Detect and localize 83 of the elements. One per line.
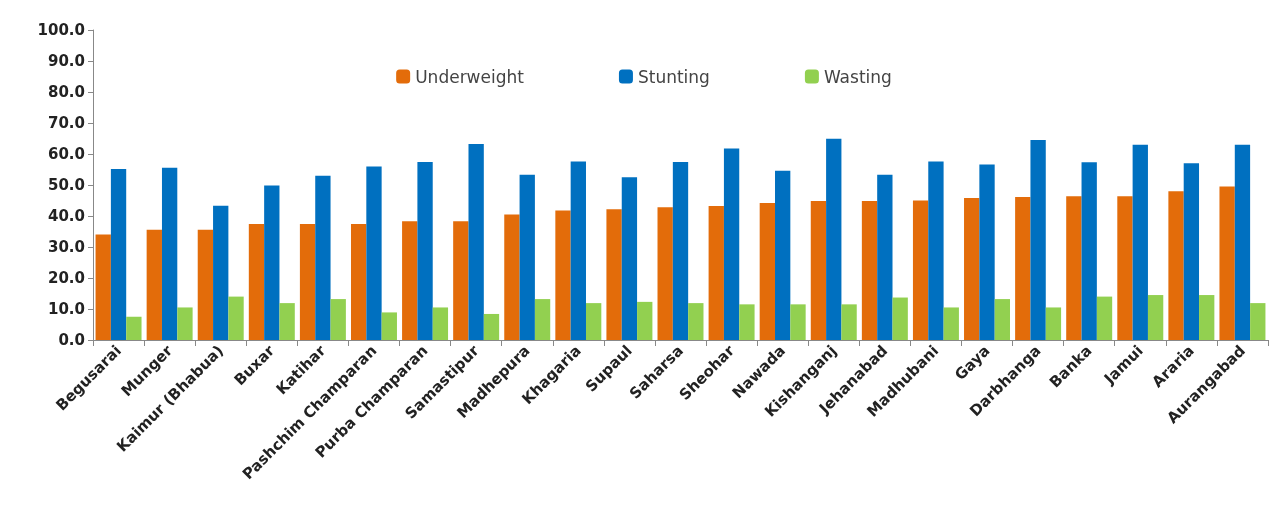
bar — [621, 177, 638, 340]
bar — [350, 224, 367, 340]
bar — [739, 304, 755, 340]
bar — [708, 206, 724, 340]
bar — [1219, 186, 1235, 340]
bar — [1081, 162, 1097, 340]
bar — [861, 201, 878, 340]
bar — [775, 170, 791, 340]
bar — [826, 138, 842, 340]
bar — [672, 162, 689, 340]
bar — [979, 164, 995, 340]
bar — [110, 168, 127, 340]
bar — [126, 316, 142, 340]
bar — [1015, 197, 1031, 340]
bar — [570, 161, 586, 340]
y-tick-label: 100.0 — [37, 21, 85, 39]
y-tick-label: 40.0 — [47, 207, 85, 225]
bar — [877, 174, 893, 340]
bar — [228, 296, 244, 340]
bar — [1096, 296, 1113, 340]
y-tick-label: 60.0 — [47, 145, 85, 163]
bar — [1199, 295, 1215, 340]
bar — [1117, 196, 1133, 340]
bar — [264, 185, 280, 340]
y-tick-label: 10.0 — [47, 300, 85, 318]
bar — [161, 167, 178, 340]
bar — [841, 304, 857, 340]
bar — [248, 224, 265, 340]
bar — [657, 207, 673, 340]
y-tick-label: 50.0 — [47, 176, 85, 194]
bar — [1066, 196, 1082, 340]
bar — [943, 307, 959, 340]
y-tick-label: 80.0 — [47, 83, 85, 101]
bar — [95, 234, 111, 340]
bar — [555, 210, 571, 340]
legend-label: Wasting — [823, 66, 892, 87]
bar — [810, 201, 827, 340]
bar — [402, 221, 418, 340]
bar — [299, 224, 316, 340]
y-tick-label: 30.0 — [47, 238, 85, 256]
bar — [606, 209, 622, 340]
bar — [1045, 307, 1062, 340]
y-tick-label: 90.0 — [47, 52, 85, 70]
bar — [381, 312, 397, 340]
bar — [432, 307, 449, 340]
bar — [177, 307, 193, 340]
bar — [279, 303, 295, 340]
bar — [417, 162, 433, 340]
bar — [964, 198, 980, 340]
y-tick-label: 0.0 — [58, 331, 85, 349]
y-tick-label: 20.0 — [47, 269, 85, 287]
bar — [1168, 191, 1184, 340]
bar — [994, 299, 1011, 340]
bar — [637, 301, 653, 340]
bar — [928, 161, 944, 340]
bar — [483, 313, 500, 340]
bar — [1234, 144, 1251, 340]
bar — [892, 297, 908, 340]
bar — [197, 229, 214, 340]
bar — [534, 299, 551, 340]
bar — [519, 174, 535, 340]
bar — [912, 200, 929, 340]
bar — [688, 303, 704, 340]
bar — [1250, 303, 1266, 340]
bar — [453, 221, 469, 340]
bar — [585, 303, 602, 340]
bar — [146, 229, 162, 340]
bar — [1132, 144, 1148, 340]
bar — [315, 175, 331, 340]
bar — [366, 166, 382, 340]
legend-label: Stunting — [637, 66, 710, 87]
bar — [1030, 140, 1046, 340]
y-tick-label: 70.0 — [47, 114, 85, 132]
bar — [468, 144, 484, 340]
legend-label: Underweight — [415, 66, 525, 87]
bar — [213, 205, 229, 340]
bar — [504, 214, 520, 340]
bar — [759, 202, 776, 340]
bar — [790, 304, 806, 340]
bar — [1183, 163, 1200, 340]
bar — [1147, 295, 1164, 340]
bar — [330, 299, 346, 340]
bar — [723, 148, 740, 340]
